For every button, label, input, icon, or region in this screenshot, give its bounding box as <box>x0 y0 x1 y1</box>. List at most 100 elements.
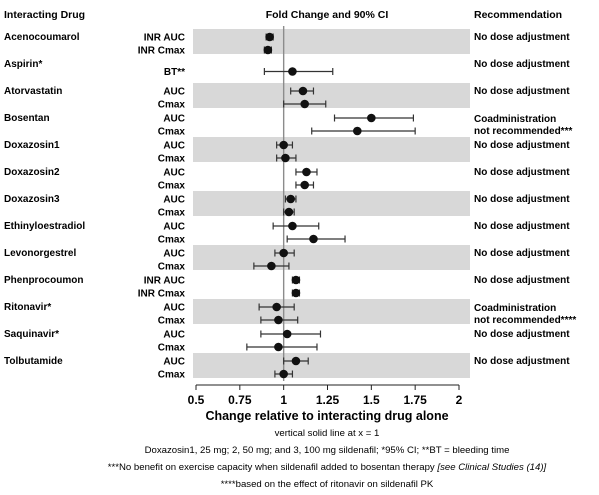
estimate-point <box>284 207 294 217</box>
estimate-marks <box>246 32 416 379</box>
parameter-label: Cmax <box>158 370 186 381</box>
footnote: Doxazosin1, 25 mg; 2, 50 mg; and 3, 100 … <box>145 445 510 456</box>
recommendation-label: No dose adjustment <box>474 275 570 286</box>
drug-label: Saquinavir* <box>4 329 59 340</box>
effect-column-header: Fold Change and 90% CI <box>266 9 389 21</box>
footnote-text: Doxazosin1, 25 mg; 2, 50 mg; and 3, 100 … <box>145 445 510 456</box>
parameter-label: INR Cmax <box>138 289 186 300</box>
parameter-label: AUC <box>163 195 185 206</box>
row-labels: Acenocoumarol No dose adjustment INR AUC IN… <box>4 32 576 381</box>
x-tick-label: 0.5 <box>188 393 205 407</box>
x-tick-label: 0.75 <box>228 393 252 407</box>
recommendation-label: No dose adjustment <box>474 248 570 259</box>
parameter-label: AUC <box>163 168 185 179</box>
recommendation-label: No dose adjustment <box>474 329 570 340</box>
parameter-label: INR Cmax <box>138 46 186 57</box>
parameter-label: Cmax <box>158 208 186 219</box>
estimate-point <box>291 288 301 298</box>
estimate-point <box>300 99 310 109</box>
recommendation-label: Coadministration <box>474 303 556 314</box>
recommendation-label: No dose adjustment <box>474 32 570 43</box>
x-tick-label: 1.25 <box>316 393 340 407</box>
estimate-point <box>279 248 288 258</box>
estimate-point <box>291 356 301 366</box>
parameter-label: AUC <box>163 303 185 314</box>
parameter-label: INR AUC <box>144 33 185 44</box>
recommendation-label: No dose adjustment <box>474 140 570 151</box>
estimate-point <box>300 180 310 190</box>
drug-column-header: Interacting Drug <box>4 9 85 21</box>
footnote-text: ****based on the effect of ritonavir on … <box>221 479 434 490</box>
x-tick-label: 2 <box>456 393 463 407</box>
footnote-text: vertical solid line at x = 1 <box>275 428 380 439</box>
row-band <box>193 245 470 270</box>
footnote: ***No benefit on exercise capacity when … <box>108 462 547 473</box>
parameter-label: AUC <box>163 141 185 152</box>
row-band <box>193 29 470 54</box>
row-bands <box>193 29 470 378</box>
row-band <box>193 353 470 378</box>
x-tick-label: 1.75 <box>403 393 427 407</box>
drug-label: Doxazosin2 <box>4 167 60 178</box>
recommendation-label: No dose adjustment <box>474 59 570 70</box>
parameter-label: Cmax <box>158 316 186 327</box>
drug-label: Doxazosin1 <box>4 140 60 151</box>
footnote: vertical solid line at x = 1 <box>275 428 380 439</box>
estimate-point <box>288 67 297 76</box>
parameter-label: Cmax <box>158 343 186 354</box>
drug-label: Doxazosin3 <box>4 194 60 205</box>
estimate-point <box>265 32 274 42</box>
footnote-text: ***No benefit on exercise capacity when … <box>108 462 438 473</box>
parameter-label: Cmax <box>158 100 186 111</box>
drug-label: Ritonavir* <box>4 302 51 313</box>
drug-label: Aspirin* <box>4 59 42 70</box>
x-tick-label: 1 <box>280 393 287 407</box>
x-tick-label: 1.5 <box>363 393 380 407</box>
parameter-label: Cmax <box>158 127 186 138</box>
recommendation-label: No dose adjustment <box>474 221 570 232</box>
drug-label: Ethinyloestradiol <box>4 221 85 232</box>
row-band <box>193 83 470 108</box>
parameter-label: Cmax <box>158 262 186 273</box>
x-axis: 0.5 0.75 1 1.25 1.5 1.75 2 <box>188 384 463 407</box>
drug-label: Bosentan <box>4 113 50 124</box>
drug-label: Levonorgestrel <box>4 248 76 259</box>
parameter-label: Cmax <box>158 181 186 192</box>
parameter-label: AUC <box>163 330 185 341</box>
parameter-label: AUC <box>163 114 185 125</box>
drug-label: Atorvastatin <box>4 86 62 97</box>
drug-label: Tolbutamide <box>4 356 63 367</box>
estimate-point <box>274 315 283 325</box>
row-band <box>193 191 470 216</box>
x-axis-label: Change relative to interacting drug alon… <box>205 409 448 423</box>
parameter-label: AUC <box>163 249 185 260</box>
footnote-citation: [see Clinical Studies (14)] <box>436 462 546 473</box>
estimate-point <box>272 302 281 312</box>
recommendation-label: No dose adjustment <box>474 356 570 367</box>
estimate-point <box>281 153 290 163</box>
estimate-point <box>302 167 311 177</box>
parameter-label: BT** <box>164 67 185 78</box>
parameter-label: AUC <box>163 357 185 368</box>
estimate-point <box>286 194 295 204</box>
estimate-point <box>282 329 292 339</box>
recommendation-column-header: Recommendation <box>474 9 562 21</box>
parameter-label: Cmax <box>158 154 186 165</box>
estimate-point <box>367 113 376 123</box>
estimate-point <box>309 234 318 244</box>
recommendation-label: No dose adjustment <box>474 194 570 205</box>
recommendation-label: No dose adjustment <box>474 167 570 178</box>
estimate-point <box>267 261 276 271</box>
footnote: ****based on the effect of ritonavir on … <box>221 479 434 490</box>
recommendation-label: No dose adjustment <box>474 86 570 97</box>
parameter-label: INR AUC <box>144 276 185 287</box>
footnotes: vertical solid line at x = 1 Doxazosin1, … <box>108 428 547 490</box>
parameter-label: AUC <box>163 222 185 233</box>
estimate-point <box>291 275 301 285</box>
drug-label: Phenprocoumon <box>4 275 83 286</box>
estimate-point <box>279 369 288 379</box>
recommendation-label: not recommended*** <box>474 126 572 137</box>
drug-label: Acenocoumarol <box>4 32 80 43</box>
row-band <box>193 299 470 324</box>
